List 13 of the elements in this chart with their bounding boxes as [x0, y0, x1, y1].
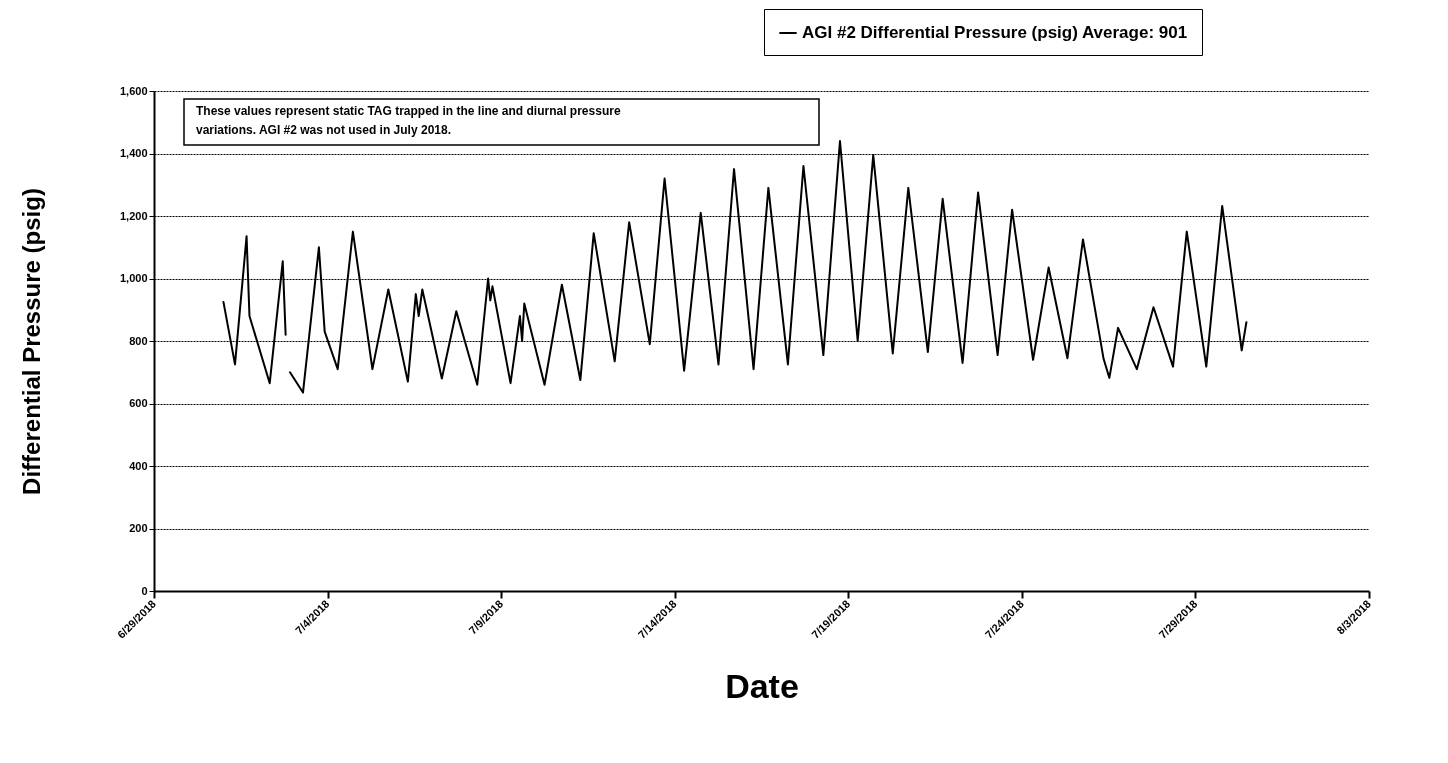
y-tick-label: 600 — [129, 397, 148, 409]
annotation: These values represent static TAG trapped in the line and diurnal pressure variations. AGI #2 was not used in July 2018. — [196, 104, 621, 137]
y-tick-label: 1,000 — [119, 272, 148, 284]
x-axis-title: Date — [725, 666, 799, 705]
y-tick-label: 1,400 — [119, 147, 148, 159]
y-tick-label: 800 — [129, 334, 148, 347]
y-tick-label: 200 — [129, 522, 148, 534]
y-tick-label: 0 — [141, 584, 148, 597]
y-axis-title: Differential Pressure (psig) — [17, 188, 45, 495]
legend-label: AGI #2 Differential Pressure (psig) Average: 901 — [802, 23, 1188, 42]
y-tick-label: 400 — [129, 459, 148, 472]
y-tick-label: 1,600 — [119, 84, 148, 97]
y-tick-label: 1,200 — [119, 209, 148, 222]
